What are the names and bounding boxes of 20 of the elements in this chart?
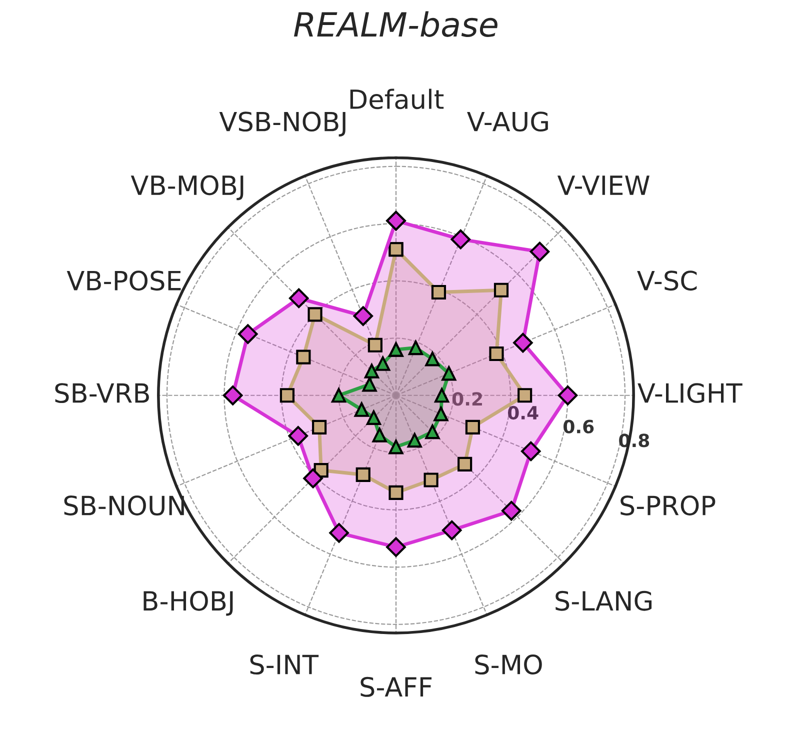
y-tick-label: 0.6 <box>564 420 594 434</box>
spoke-label: V-LIGHT <box>638 383 742 404</box>
spoke-label: V-AUG <box>467 112 548 132</box>
spoke-label: S-PROP <box>620 496 716 516</box>
spoke-label: VB-MOBJ <box>130 175 244 200</box>
spoke-label: V-SC <box>637 270 697 291</box>
spoke-label: SB-NOUN <box>64 496 184 516</box>
chart-title: REALM-base <box>294 11 498 37</box>
y-tick-label: 0.4 <box>508 406 538 420</box>
spoke-label: Default <box>350 88 444 110</box>
spoke-label: S-AFF <box>360 676 432 697</box>
spoke-label: V-VIEW <box>557 176 650 195</box>
spoke-label: S-INT <box>250 654 319 675</box>
spoke-label: B-HOBJ <box>144 590 233 616</box>
spoke-label: VSB-NOBJ <box>219 112 346 136</box>
spoke-label: SB-VRB <box>55 383 149 404</box>
spoke-label: VB-POSE <box>66 270 181 291</box>
y-tick-label: 0.2 <box>452 392 482 406</box>
spoke-label: S-MO <box>475 654 542 675</box>
spoke-label: S-LANG <box>556 590 652 611</box>
